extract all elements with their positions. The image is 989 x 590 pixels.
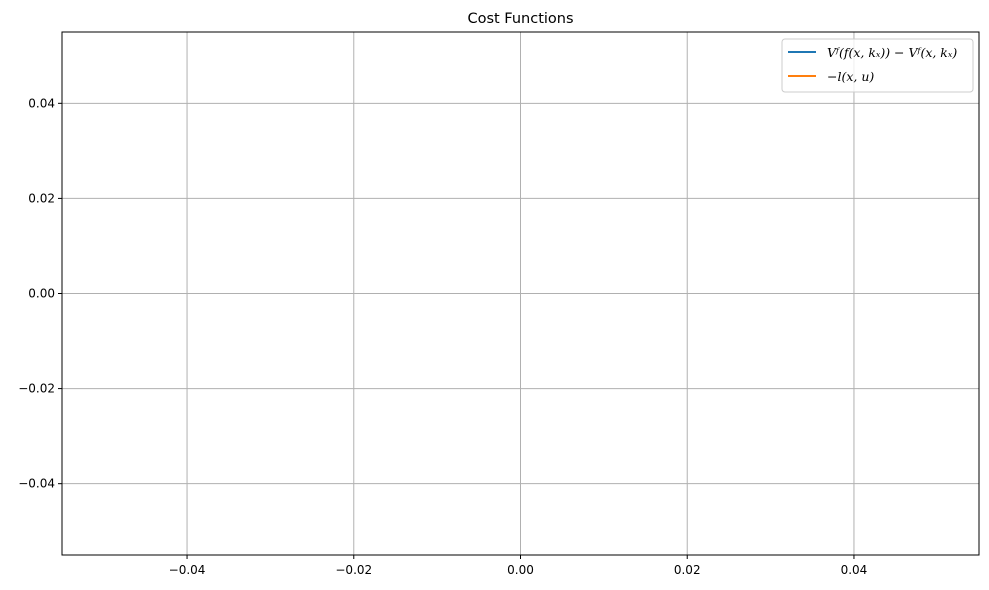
chart-title: Cost Functions xyxy=(467,11,573,27)
x-tick-label: −0.04 xyxy=(169,563,206,577)
x-tick-label: −0.02 xyxy=(335,563,372,577)
x-tick-label: 0.02 xyxy=(674,563,701,577)
y-tick-label: −0.02 xyxy=(18,382,55,396)
x-tick-label: 0.00 xyxy=(507,563,534,577)
y-tick-label: 0.00 xyxy=(28,287,55,301)
legend-label-series-1: Vᶠ(f(x, kₓ)) − Vᶠ(x, kₓ) xyxy=(827,45,957,60)
y-tick-label: −0.04 xyxy=(18,477,55,491)
y-tick-label: 0.02 xyxy=(28,191,55,205)
x-tick-label: 0.04 xyxy=(841,563,868,577)
axis-ticks: −0.04 −0.02 0.00 0.02 0.04 0.04 0.02 0.00 −0.02 −… xyxy=(18,96,867,577)
legend-box xyxy=(781,38,974,93)
legend-label-series-2: −l(x, u) xyxy=(827,69,874,84)
legend: Vᶠ(f(x, kₓ)) − Vᶠ(x, kₓ) −l(x, u) xyxy=(781,38,974,93)
y-tick-label: 0.04 xyxy=(28,96,55,110)
grid xyxy=(62,32,979,555)
